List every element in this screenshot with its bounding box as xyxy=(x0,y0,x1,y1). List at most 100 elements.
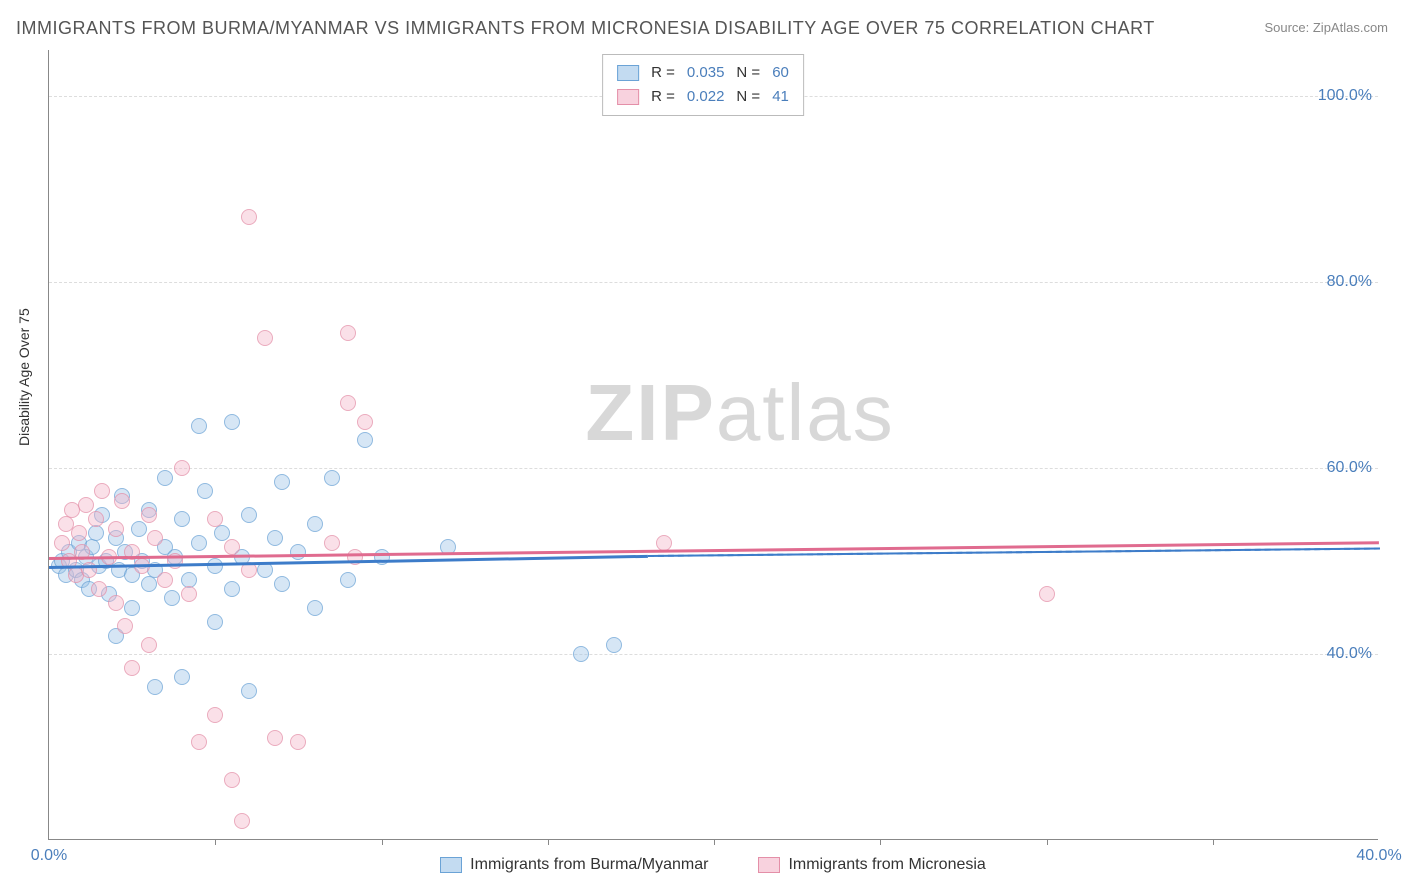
source-attribution: Source: ZipAtlas.com xyxy=(1264,20,1388,35)
scatter-point xyxy=(54,535,70,551)
scatter-point xyxy=(324,535,340,551)
scatter-point xyxy=(94,483,110,499)
gridline xyxy=(49,282,1378,283)
scatter-point xyxy=(257,562,273,578)
n-label: N = xyxy=(736,85,760,109)
scatter-point xyxy=(174,460,190,476)
scatter-point xyxy=(207,511,223,527)
scatter-point xyxy=(307,516,323,532)
swatch-blue xyxy=(440,857,462,873)
y-tick-label: 100.0% xyxy=(1318,87,1372,105)
scatter-point xyxy=(340,572,356,588)
y-tick-label: 60.0% xyxy=(1327,459,1372,477)
scatter-point xyxy=(191,418,207,434)
swatch-blue xyxy=(617,65,639,81)
legend-label: Immigrants from Burma/Myanmar xyxy=(470,856,708,874)
scatter-point xyxy=(357,414,373,430)
correlation-legend: R = 0.035 N = 60 R = 0.022 N = 41 xyxy=(602,54,804,116)
swatch-pink xyxy=(758,857,780,873)
scatter-point xyxy=(241,683,257,699)
scatter-point xyxy=(124,660,140,676)
scatter-point xyxy=(224,772,240,788)
scatter-point xyxy=(114,493,130,509)
scatter-point xyxy=(157,572,173,588)
legend-label: Immigrants from Micronesia xyxy=(788,856,985,874)
scatter-point xyxy=(141,637,157,653)
scatter-point xyxy=(91,581,107,597)
scatter-point xyxy=(357,432,373,448)
r-label: R = xyxy=(651,85,675,109)
n-value: 60 xyxy=(772,61,789,85)
x-tick-minor xyxy=(382,839,383,845)
x-tick-minor xyxy=(1213,839,1214,845)
scatter-point xyxy=(71,525,87,541)
y-tick-label: 40.0% xyxy=(1327,645,1372,663)
scatter-point xyxy=(174,669,190,685)
scatter-point xyxy=(141,507,157,523)
scatter-point xyxy=(147,679,163,695)
scatter-point xyxy=(224,539,240,555)
scatter-point xyxy=(606,637,622,653)
watermark: ZIPatlas xyxy=(585,367,894,459)
x-tick-minor xyxy=(1047,839,1048,845)
scatter-point xyxy=(174,511,190,527)
scatter-point xyxy=(124,600,140,616)
y-tick-label: 80.0% xyxy=(1327,273,1372,291)
scatter-point xyxy=(88,511,104,527)
scatter-point xyxy=(141,576,157,592)
scatter-point xyxy=(656,535,672,551)
legend-row: R = 0.022 N = 41 xyxy=(617,85,789,109)
scatter-point xyxy=(131,521,147,537)
watermark-light: atlas xyxy=(716,368,895,457)
scatter-point xyxy=(191,535,207,551)
scatter-point xyxy=(224,414,240,430)
watermark-bold: ZIP xyxy=(585,368,715,457)
scatter-point xyxy=(224,581,240,597)
gridline xyxy=(49,654,1378,655)
x-tick-minor xyxy=(714,839,715,845)
scatter-point xyxy=(181,586,197,602)
scatter-point xyxy=(164,590,180,606)
legend-item: Immigrants from Micronesia xyxy=(758,856,985,874)
scatter-point xyxy=(340,325,356,341)
r-value: 0.035 xyxy=(687,61,725,85)
gridline xyxy=(49,468,1378,469)
scatter-point xyxy=(147,530,163,546)
scatter-point xyxy=(117,618,133,634)
scatter-point xyxy=(307,600,323,616)
scatter-point xyxy=(290,544,306,560)
x-tick-minor xyxy=(215,839,216,845)
scatter-point xyxy=(207,558,223,574)
scatter-point xyxy=(207,707,223,723)
scatter-point xyxy=(241,209,257,225)
plot-area: ZIPatlas 40.0%60.0%80.0%100.0%0.0%40.0% xyxy=(48,50,1378,840)
legend-item: Immigrants from Burma/Myanmar xyxy=(440,856,708,874)
scatter-point xyxy=(340,395,356,411)
scatter-point xyxy=(108,595,124,611)
scatter-point xyxy=(274,576,290,592)
r-label: R = xyxy=(651,61,675,85)
x-tick-minor xyxy=(548,839,549,845)
n-value: 41 xyxy=(772,85,789,109)
r-value: 0.022 xyxy=(687,85,725,109)
y-axis-label: Disability Age Over 75 xyxy=(16,308,32,446)
swatch-pink xyxy=(617,89,639,105)
scatter-point xyxy=(197,483,213,499)
series-legend: Immigrants from Burma/Myanmar Immigrants… xyxy=(48,856,1378,874)
scatter-point xyxy=(267,530,283,546)
n-label: N = xyxy=(736,61,760,85)
scatter-point xyxy=(78,497,94,513)
scatter-point xyxy=(274,474,290,490)
scatter-point xyxy=(1039,586,1055,602)
scatter-point xyxy=(191,734,207,750)
scatter-point xyxy=(157,470,173,486)
scatter-point xyxy=(324,470,340,486)
legend-row: R = 0.035 N = 60 xyxy=(617,61,789,85)
scatter-point xyxy=(267,730,283,746)
scatter-point xyxy=(290,734,306,750)
chart-container: IMMIGRANTS FROM BURMA/MYANMAR VS IMMIGRA… xyxy=(0,0,1406,892)
scatter-point xyxy=(573,646,589,662)
scatter-point xyxy=(241,507,257,523)
scatter-point xyxy=(207,614,223,630)
scatter-point xyxy=(108,521,124,537)
